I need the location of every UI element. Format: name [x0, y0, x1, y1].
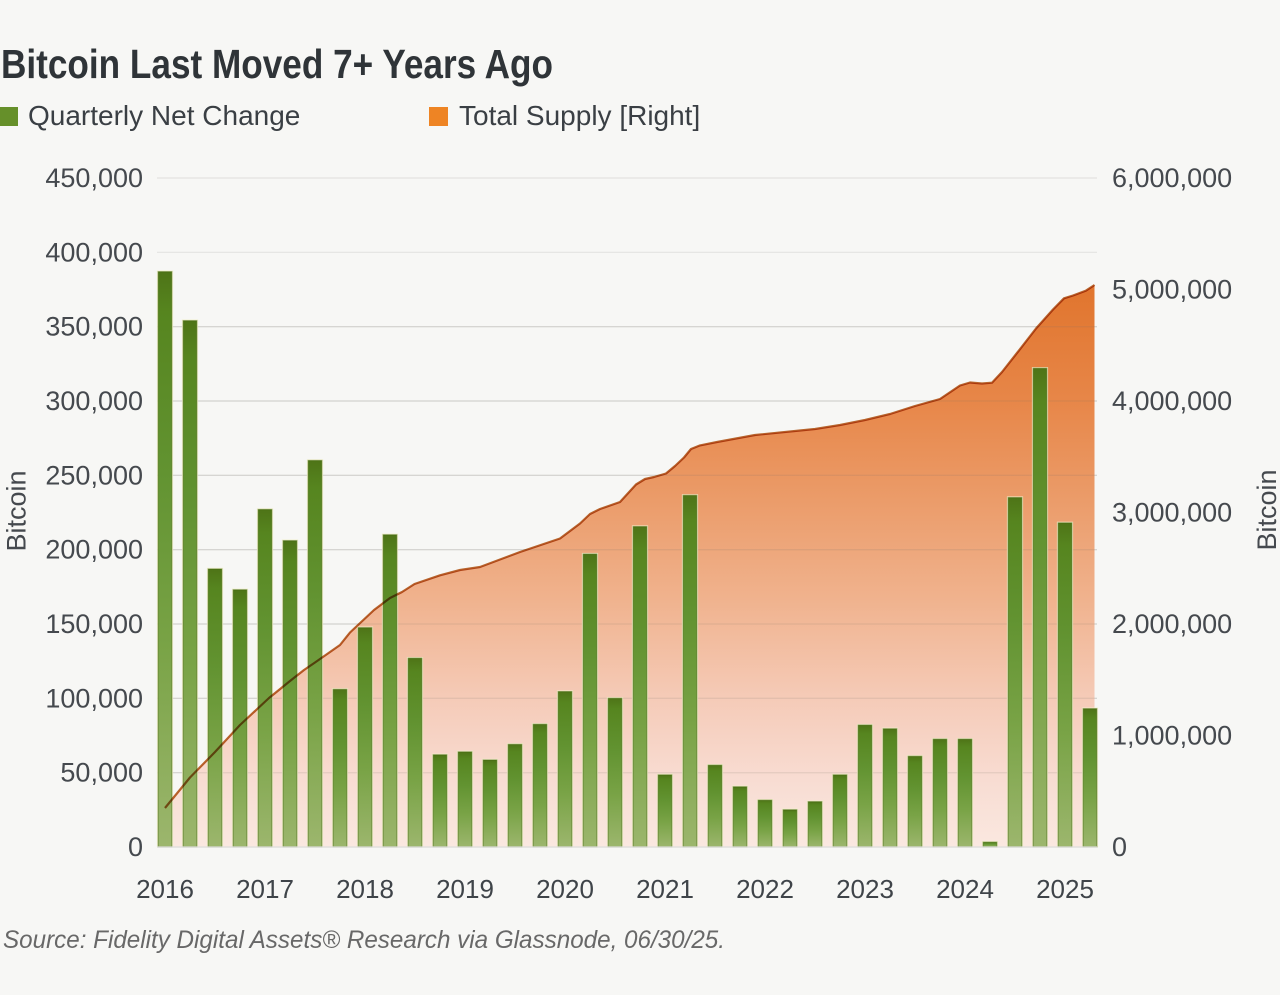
svg-text:450,000: 450,000	[45, 163, 143, 193]
svg-text:2019: 2019	[436, 874, 494, 904]
svg-text:4,000,000: 4,000,000	[1112, 386, 1232, 416]
svg-text:100,000: 100,000	[45, 683, 143, 713]
svg-text:Total Supply [Right]: Total Supply [Right]	[459, 100, 700, 131]
svg-text:Bitcoin Last Moved 7+ Years Ag: Bitcoin Last Moved 7+ Years Ago	[1, 41, 553, 87]
svg-text:150,000: 150,000	[45, 609, 143, 639]
svg-text:3,000,000: 3,000,000	[1112, 498, 1232, 528]
svg-text:400,000: 400,000	[45, 237, 143, 267]
svg-text:Bitcoin: Bitcoin	[1252, 469, 1280, 550]
svg-text:2023: 2023	[836, 874, 894, 904]
svg-text:350,000: 350,000	[45, 312, 143, 342]
svg-text:2021: 2021	[636, 874, 694, 904]
svg-text:Source: Fidelity Digital Asset: Source: Fidelity Digital Assets® Researc…	[3, 926, 725, 954]
svg-text:50,000: 50,000	[60, 758, 143, 788]
svg-text:Quarterly Net Change: Quarterly Net Change	[28, 100, 300, 131]
svg-text:2024: 2024	[936, 874, 994, 904]
svg-text:5,000,000: 5,000,000	[1112, 275, 1232, 305]
svg-text:2020: 2020	[536, 874, 594, 904]
svg-text:0: 0	[1112, 832, 1127, 862]
svg-text:2,000,000: 2,000,000	[1112, 609, 1232, 639]
svg-text:6,000,000: 6,000,000	[1112, 163, 1232, 193]
svg-text:0: 0	[128, 832, 143, 862]
svg-text:250,000: 250,000	[45, 460, 143, 490]
svg-text:300,000: 300,000	[45, 386, 143, 416]
svg-text:200,000: 200,000	[45, 535, 143, 565]
svg-text:Bitcoin: Bitcoin	[2, 470, 32, 551]
svg-text:2016: 2016	[136, 874, 194, 904]
svg-text:2022: 2022	[736, 874, 794, 904]
svg-text:1,000,000: 1,000,000	[1112, 721, 1232, 751]
svg-text:2025: 2025	[1036, 874, 1094, 904]
svg-text:2018: 2018	[336, 874, 394, 904]
svg-text:2017: 2017	[236, 874, 294, 904]
